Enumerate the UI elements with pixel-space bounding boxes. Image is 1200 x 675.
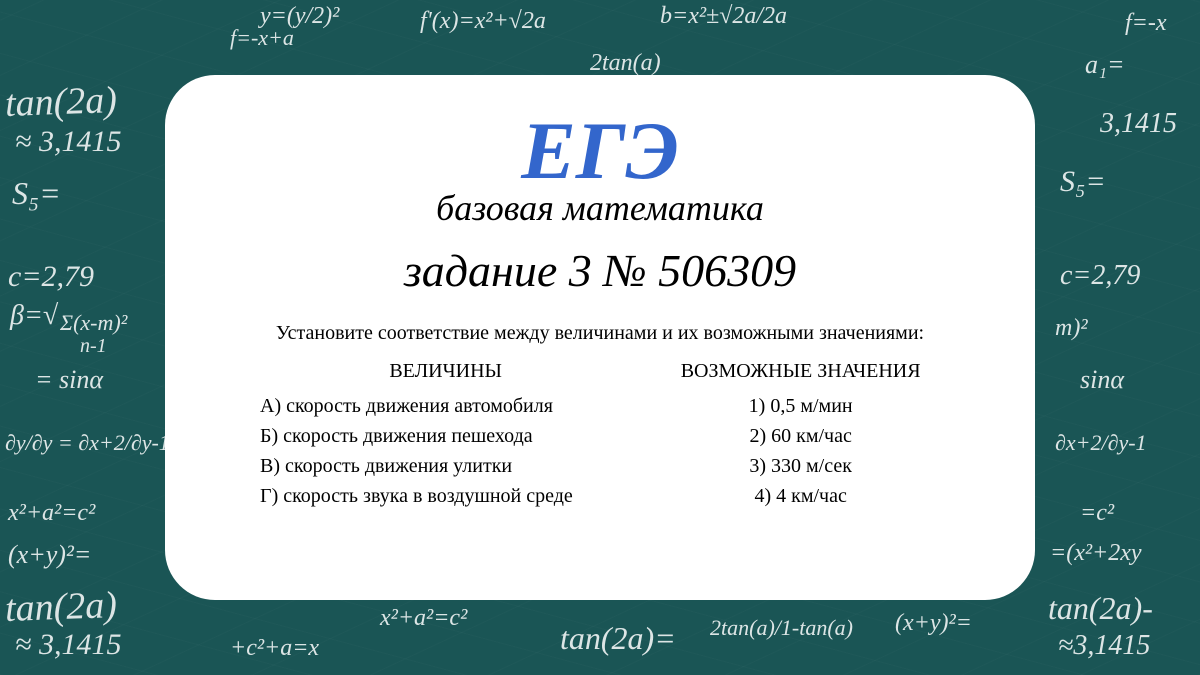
exam-title: ЕГЭ (215, 110, 985, 192)
chalk-formula: a₁= (1085, 50, 1125, 80)
chalk-formula: =c² (1080, 500, 1114, 527)
chalk-formula: m)² (1055, 315, 1088, 342)
chalk-formula: 2tan(a) (590, 50, 661, 77)
chalk-formula: c=2,79 (1060, 260, 1140, 292)
chalk-formula: f=-x (1125, 10, 1167, 37)
value-item: 4) 4 км/час (646, 481, 955, 511)
chalk-formula: 2tan(a)/1-tan(a) (710, 615, 853, 641)
chalk-formula: Σ(x-m)² (60, 310, 127, 336)
values-header: ВОЗМОЖНЫЕ ЗНАЧЕНИЯ (646, 360, 955, 383)
exam-subtitle: базовая математика (215, 187, 985, 229)
chalk-formula: c=2,79 (8, 260, 94, 294)
chalk-formula: tan(2a)- (1048, 590, 1153, 627)
chalk-formula: ≈ 3,1415 (15, 125, 121, 159)
quantity-item: Б) скорость движения пешехода (245, 421, 646, 451)
chalk-formula: n-1 (80, 335, 107, 358)
quantity-item: А) скорость движения автомобиля (245, 391, 646, 421)
task-instruction: Установите соответствие между величинами… (215, 322, 985, 345)
chalk-formula: S₅= (1060, 165, 1106, 199)
chalk-formula: ≈ 3,1415 (15, 628, 121, 662)
chalk-formula: f=-x+a (230, 25, 294, 51)
content-card: ЕГЭ базовая математика задание 3 № 50630… (165, 75, 1035, 600)
chalk-formula: β=√ (10, 300, 58, 332)
chalk-formula: +c²+a=x (230, 635, 319, 662)
chalk-formula: x²+a²=c² (380, 605, 467, 632)
chalk-formula: ≈3,1415 (1058, 630, 1150, 662)
chalk-formula: f'(x)=x²+√2a (420, 8, 546, 35)
chalk-formula: tan(2a) (4, 583, 117, 631)
chalk-formula: = sinα (35, 365, 103, 395)
chalk-formula: tan(2a) (4, 78, 117, 126)
matching-columns: ВЕЛИЧИНЫ А) скорость движения автомобиля… (215, 360, 985, 511)
chalk-formula: (x+y)²= (8, 540, 91, 570)
chalk-formula: =(x²+2xy (1050, 540, 1142, 567)
quantities-column: ВЕЛИЧИНЫ А) скорость движения автомобиля… (245, 360, 646, 511)
chalk-formula: S₅= (12, 175, 61, 212)
chalk-formula: x²+a²=c² (8, 500, 95, 527)
quantity-item: В) скорость движения улитки (245, 451, 646, 481)
chalk-formula: sinα (1080, 365, 1124, 395)
quantities-header: ВЕЛИЧИНЫ (245, 360, 646, 383)
chalk-formula: ∂x+2/∂y-1 (1055, 430, 1147, 456)
values-column: ВОЗМОЖНЫЕ ЗНАЧЕНИЯ 1) 0,5 м/мин 2) 60 км… (646, 360, 955, 511)
value-item: 1) 0,5 м/мин (646, 391, 955, 421)
chalk-formula: 3,1415 (1100, 108, 1177, 140)
task-number: задание 3 № 506309 (215, 244, 985, 297)
value-item: 2) 60 км/час (646, 421, 955, 451)
value-item: 3) 330 м/сек (646, 451, 955, 481)
chalk-formula: b=x²±√2a/2a (660, 3, 787, 30)
chalk-formula: (x+y)²= (895, 610, 972, 637)
chalk-formula: ∂y/∂y = ∂x+2/∂y-1 (5, 430, 170, 456)
chalk-formula: tan(2a)= (560, 620, 676, 657)
quantity-item: Г) скорость звука в воздушной среде (245, 481, 646, 511)
